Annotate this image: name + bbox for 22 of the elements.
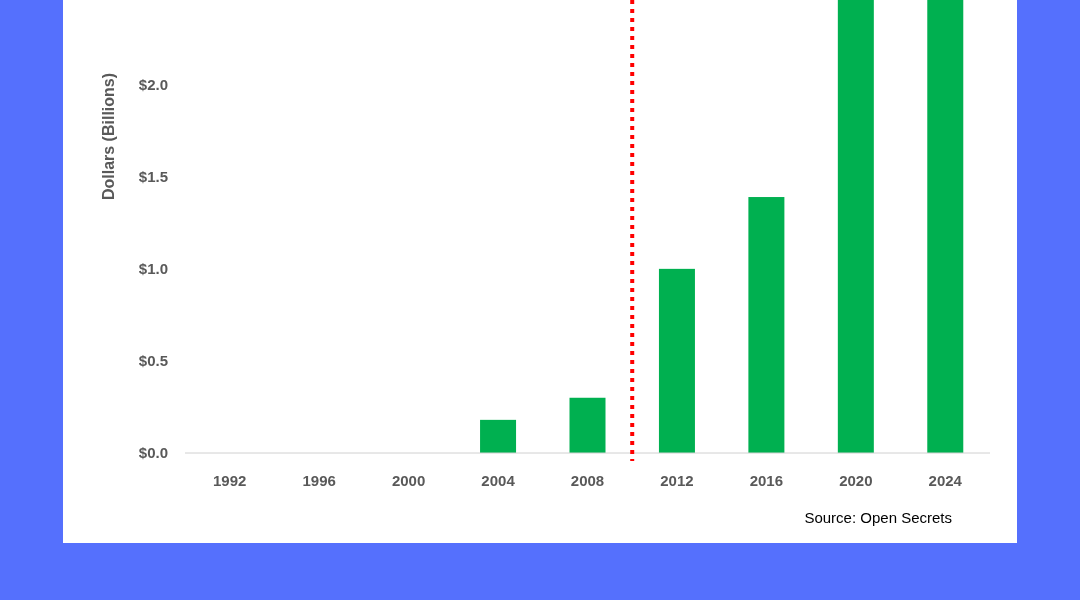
bar — [658, 268, 695, 453]
x-tick-label: 2008 — [570, 472, 605, 489]
y-tick-label: $2.0 — [138, 75, 168, 93]
x-tick-label: 2020 — [839, 472, 873, 489]
bar — [569, 397, 606, 453]
bar — [748, 197, 785, 453]
x-tick-label: 2016 — [749, 472, 784, 489]
x-tick-label: 2024 — [928, 472, 963, 489]
y-axis-title: Dollars (Billions) — [100, 72, 117, 201]
bar — [837, 0, 874, 453]
y-tick-label: $1.5 — [138, 168, 168, 186]
source-note: Source: Open Secrets — [804, 509, 952, 526]
x-tick-label: 2000 — [391, 472, 426, 489]
x-tick-label: 1996 — [302, 472, 336, 489]
bar — [927, 0, 964, 453]
y-tick-label: $1.0 — [138, 260, 168, 278]
y-tick-label: $0.0 — [138, 444, 168, 462]
x-tick-label: 1992 — [213, 472, 247, 489]
y-tick-label: $0.5 — [138, 352, 168, 370]
x-tick-label: 2004 — [481, 472, 516, 489]
x-tick-label: 2012 — [660, 472, 694, 489]
bar — [480, 419, 517, 453]
